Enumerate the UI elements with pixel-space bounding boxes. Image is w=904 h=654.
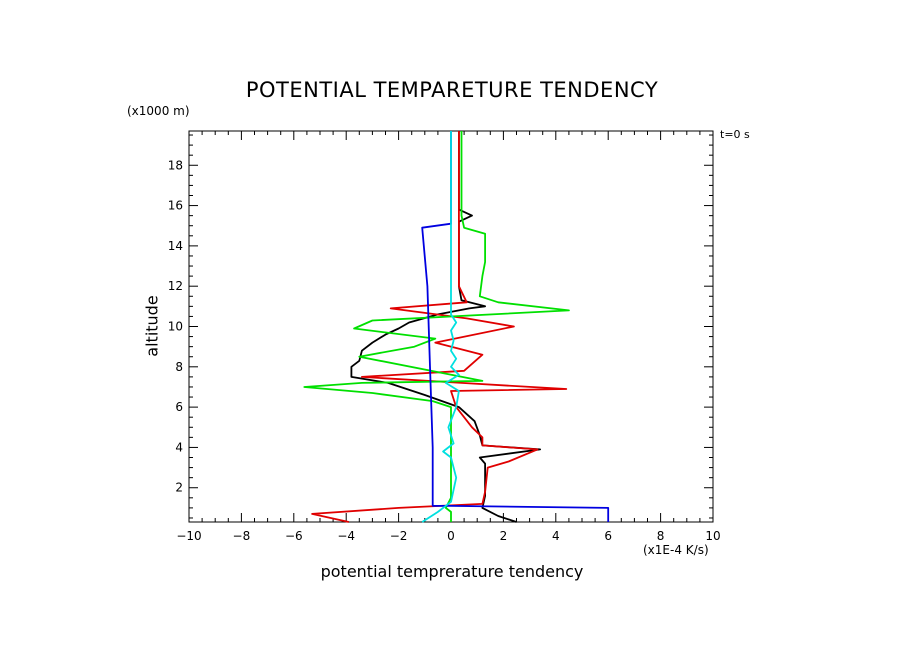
y-tick-label: 14 xyxy=(168,239,183,253)
y-axis-unit: (x1000 m) xyxy=(127,104,190,118)
y-tick-label: 12 xyxy=(168,279,183,293)
y-tick-label: 6 xyxy=(175,400,183,414)
y-tick-label: 8 xyxy=(175,360,183,374)
time-label: t=0 s xyxy=(720,128,750,141)
y-tick-label: 16 xyxy=(168,199,183,213)
x-tick-label: −2 xyxy=(390,529,408,543)
x-tick-label: 6 xyxy=(604,529,612,543)
ticks-layer: −10 −8 −6 −4 −2 0 2 4 6 8 10 2 4 6 8 10 12 14 16 18 xyxy=(168,131,721,543)
x-axis-label: potential temprerature tendency xyxy=(320,562,584,581)
series-line-3 xyxy=(303,131,570,522)
x-axis-unit: (x1E-4 K/s) xyxy=(643,543,709,557)
x-tick-label: 2 xyxy=(500,529,508,543)
y-tick-label: 18 xyxy=(168,158,183,172)
x-tick-label: −8 xyxy=(233,529,251,543)
x-tick-label: 4 xyxy=(552,529,560,543)
y-tick-label: 4 xyxy=(175,440,183,454)
series-layer xyxy=(303,131,610,523)
chart-title: POTENTIAL TEMPARETURE TENDENCY xyxy=(245,78,659,102)
series-line-2 xyxy=(311,131,568,523)
x-tick-label: −6 xyxy=(285,529,303,543)
x-tick-label: −10 xyxy=(176,529,201,543)
series-line-5 xyxy=(421,131,460,523)
x-tick-label: 0 xyxy=(447,529,455,543)
y-axis-label: altitude xyxy=(142,295,162,357)
x-tick-label: 10 xyxy=(705,529,720,543)
x-tick-label: −4 xyxy=(337,529,355,543)
y-tick-label: 2 xyxy=(175,481,183,495)
y-tick-label: 10 xyxy=(168,320,183,334)
x-tick-label: 8 xyxy=(657,529,665,543)
series-line-4 xyxy=(421,131,610,522)
